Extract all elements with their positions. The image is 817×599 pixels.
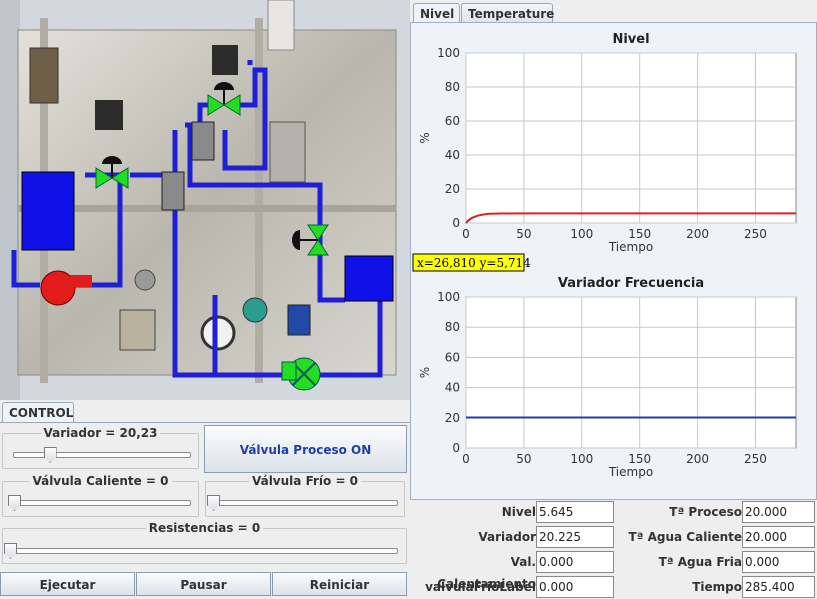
- valvula-frio-slider-group: Válvula Frío = 0: [205, 474, 405, 517]
- readout-tproceso-value[interactable]: 20.000: [742, 501, 815, 523]
- resistencias-label: Resistencias = 0: [145, 521, 264, 535]
- plant-svg: [0, 0, 410, 400]
- x-tick-label: 200: [686, 227, 709, 241]
- valvula-caliente-label: Válvula Caliente = 0: [29, 474, 172, 488]
- x-tick-label: 100: [570, 452, 593, 466]
- variador-slider-group: Variador = 20,23: [2, 426, 199, 469]
- y-tick-label: 100: [437, 290, 460, 304]
- y-tick-label: 100: [437, 46, 460, 60]
- nivel-series-line: [465, 212, 796, 224]
- control-panel: [0, 422, 410, 599]
- valvula-caliente-slider-group: Válvula Caliente = 0: [2, 474, 199, 517]
- valvula-caliente-thumb[interactable]: [8, 495, 21, 511]
- x-tick-label: 200: [686, 452, 709, 466]
- x-tick-label: 100: [570, 227, 593, 241]
- resistencias-track[interactable]: [9, 548, 398, 554]
- x-tick-label: 0: [462, 452, 470, 466]
- readout-calentamiento-value[interactable]: 0.000: [536, 551, 614, 573]
- plot-area: [465, 296, 797, 449]
- y-axis-label: %: [418, 367, 432, 378]
- readout-tfria-label: Tª Agua Fria: [658, 555, 742, 569]
- x-tick-label: 150: [628, 452, 651, 466]
- valvula-frio-track[interactable]: [212, 500, 398, 506]
- valvula-caliente-track[interactable]: [13, 500, 191, 506]
- tab-nivel[interactable]: Nivel: [413, 3, 460, 23]
- readout-tproceso-label: Tª Proceso: [669, 505, 742, 519]
- tab-temperature[interactable]: Temperature: [461, 3, 554, 23]
- ejecutar-button[interactable]: Ejecutar: [0, 572, 135, 596]
- x-tick-label: 250: [744, 452, 767, 466]
- readout-nivel-label: Nivel: [501, 505, 536, 519]
- annotation-box: [412, 253, 525, 272]
- readout-nivel-value[interactable]: 5.645: [536, 501, 614, 523]
- chart-annotation: x=26,810 y=5,714: [412, 253, 531, 272]
- readout-frio-label: valvulaFrioLabel: [425, 580, 536, 594]
- y-axis-label: %: [418, 132, 432, 143]
- x-tick-label: 0: [462, 227, 470, 241]
- x-tick-label: 50: [516, 227, 531, 241]
- resistencias-thumb[interactable]: [4, 543, 17, 559]
- y-tick-label: 20: [445, 411, 460, 425]
- valvula-frio-thumb[interactable]: [207, 495, 220, 511]
- y-tick-label: 0: [452, 216, 460, 230]
- readout-tiempo-label: Tiempo: [692, 580, 742, 594]
- valve-frio[interactable]: [292, 224, 329, 256]
- readout-frio-value[interactable]: 0.000: [536, 576, 614, 598]
- chart-title: Variador Frecuencia: [558, 276, 704, 291]
- readout-variador-label: Variador: [478, 530, 536, 544]
- y-tick-label: 0: [452, 441, 460, 455]
- readout-tiempo-value[interactable]: 285.400: [742, 576, 815, 598]
- readout-tfria-value[interactable]: 0.000: [742, 551, 815, 573]
- valvula-frio-label: Válvula Frío = 0: [248, 474, 362, 488]
- readout-tcaliente-value[interactable]: 20.000: [742, 526, 815, 548]
- valve-proceso[interactable]: [207, 82, 241, 116]
- reiniciar-button[interactable]: Reiniciar: [272, 572, 407, 596]
- variador-track[interactable]: [13, 452, 191, 458]
- readout-variador-value[interactable]: 20.225: [536, 526, 614, 548]
- y-tick-label: 40: [445, 381, 460, 395]
- tab-control[interactable]: CONTROL: [2, 402, 74, 422]
- readout-calentamiento-label: Val. Calentamiento: [437, 555, 536, 591]
- y-tick-label: 40: [445, 148, 460, 162]
- x-tick-label: 250: [744, 227, 767, 241]
- y-tick-label: 80: [445, 80, 460, 94]
- variador-label: Variador = 20,23: [40, 426, 161, 440]
- x-tick-label: 50: [516, 452, 531, 466]
- plot-area: [465, 52, 797, 224]
- x-axis-label: Tiempo: [608, 240, 653, 254]
- chart-title: Nivel: [612, 32, 649, 47]
- resistencias-slider-group: Resistencias = 0: [2, 521, 407, 564]
- y-tick-label: 60: [445, 350, 460, 364]
- annotation-text: x=26,810 y=5,714: [417, 256, 531, 270]
- x-axis-label: Tiempo: [608, 465, 653, 479]
- y-tick-label: 80: [445, 320, 460, 334]
- y-tick-label: 20: [445, 182, 460, 196]
- pausar-button[interactable]: Pausar: [136, 572, 271, 596]
- plant-diagram: [0, 0, 410, 400]
- chart-panel: Nivel 0 20 40 60 80 100 0 50 100 150 200 250 Tiempo% V…: [410, 22, 817, 500]
- x-tick-label: 150: [628, 227, 651, 241]
- valve-caliente[interactable]: [95, 156, 129, 189]
- variador-thumb[interactable]: [43, 447, 57, 463]
- readout-tcaliente-label: Tª Agua Caliente: [628, 530, 742, 544]
- y-tick-label: 60: [445, 114, 460, 128]
- valvula-proceso-button[interactable]: Válvula Proceso ON: [204, 425, 407, 473]
